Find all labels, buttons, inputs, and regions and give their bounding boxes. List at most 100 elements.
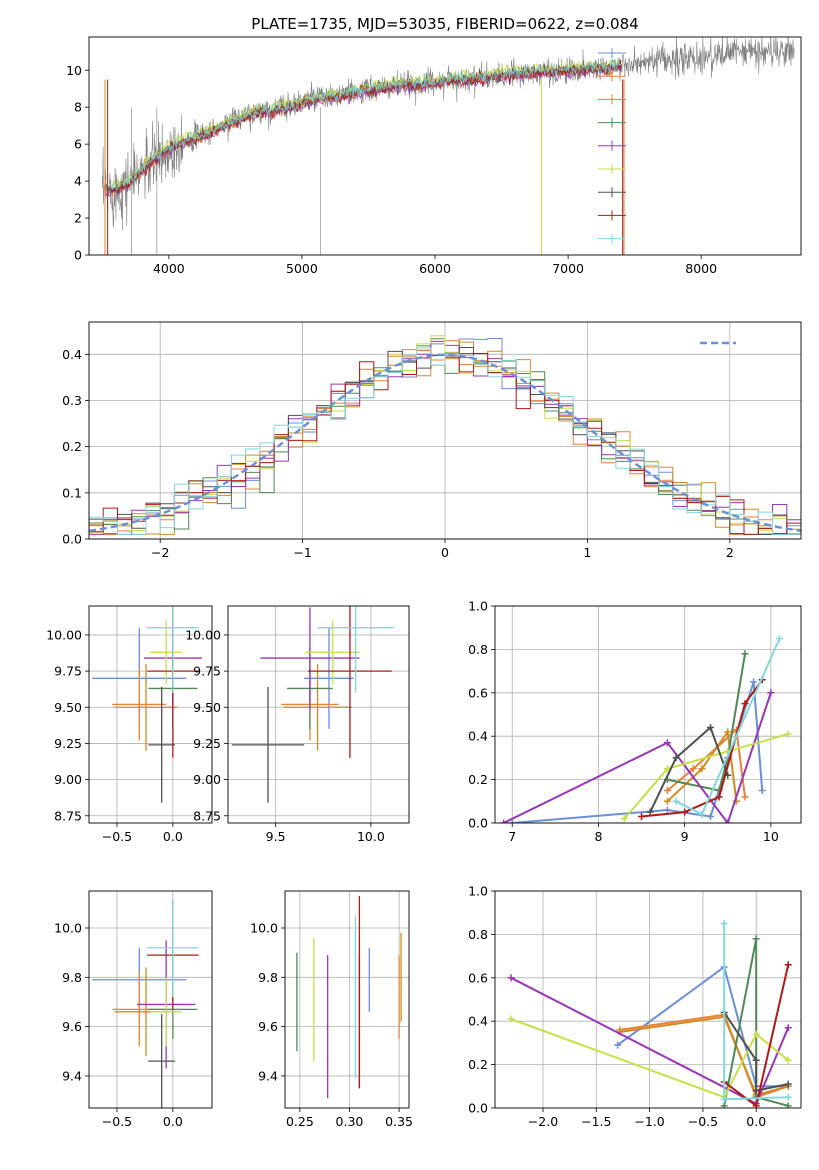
x-tick-label: −2 [151,545,169,560]
mass-weight-point [724,819,732,823]
weight-vs-z-panel: −2.0 −1.5 −1.0 −0.5 0.0 0.0 0.2 0.4 0.6 0.8 1.0 [468,884,802,1129]
x-tick-label: −1 [293,545,311,560]
y-tick-label: 8.75 [193,808,221,823]
model-spectrum-line [104,62,622,195]
x-tick-label: 0.25 [286,1114,314,1129]
mass-weight-series-line [619,1015,789,1097]
mass-weight-point [750,678,758,686]
mass-weight-point [715,793,723,801]
x-tick-label: 0.0 [746,1114,766,1129]
mass-weight-point [784,1102,792,1108]
mass-weight-point [775,635,783,643]
mass-weight-point [758,786,766,794]
plot-area [92,606,202,803]
y-tick-label: 9.4 [258,1068,278,1083]
y-tick-label: 0.4 [62,347,82,362]
residuals-panel: −2 −1 0 1 2 0.0 0.1 0.2 0.3 0.4 [62,321,802,560]
y-tick-label: 9.6 [62,1019,82,1034]
y-tick-label: 10.0 [54,920,82,935]
mass-weight-point [720,1102,728,1108]
ebv-panel: 0.25 0.30 0.35 9.4 9.6 9.8 10.0 [250,890,413,1129]
mass-weight-point [784,1024,792,1032]
y-tick-label: 9.6 [258,1019,278,1034]
age-vs-mass-panel: 9.5 10.0 8.75 9.00 9.25 9.50 9.75 10.00 [185,605,410,844]
mass-weight-series-line [510,1018,789,1099]
y-tick-label: 9.8 [62,970,82,985]
x-tick-label: 5000 [286,261,318,276]
mass-weight-point [507,974,515,982]
plot-area [102,37,795,255]
y-tick-label: 6 [74,137,82,152]
mass-weight-series-line [503,692,772,823]
plot-area [89,335,801,535]
axes-frame [227,605,410,824]
plot-area [507,920,792,1108]
y-tick-label: 9.25 [54,736,82,751]
x-tick-label: −1.0 [634,1114,664,1129]
plot-area [92,898,199,1108]
mass-weight-point [752,1102,760,1108]
y-tick-label: 9.75 [193,664,221,679]
weight-vs-age-panel: 7 8 9 10 0.0 0.2 0.4 0.6 0.8 1.0 [468,599,802,844]
y-tick-label: 2 [74,211,82,226]
x-tick-label: 7 [508,829,516,844]
mass-weight-point [646,808,654,816]
x-tick-label: −1.5 [581,1114,611,1129]
mass-weight-point [672,797,680,805]
y-tick-label: 9.00 [54,772,82,787]
y-tick-label: 1.0 [468,599,488,614]
mass-weight-point [706,724,714,732]
model-spectrum-line [104,64,622,197]
mass-weight-point [507,1015,515,1023]
model-spectrum-line [104,57,622,196]
x-tick-label: 4000 [153,261,185,276]
y-tick-label: 0 [74,248,82,263]
mass-weight-point [784,730,792,738]
y-tick-label: 10.00 [46,627,82,642]
mass-weight-point [724,728,732,736]
x-tick-label: 0.30 [336,1114,364,1129]
y-tick-label: 0.4 [468,1014,488,1029]
mass-weight-series-line [623,733,789,820]
mass-weight-point [752,1030,760,1038]
x-tick-label: 10.0 [357,829,385,844]
y-tick-label: 8 [74,100,82,115]
mass-weight-point [741,650,749,658]
y-tick-label: 10.00 [185,627,221,642]
y-tick-label: 0.2 [62,439,82,454]
y-tick-label: 0.0 [62,532,82,547]
x-tick-label: 0 [441,545,449,560]
x-tick-label: −0.5 [688,1114,718,1129]
mass-weight-point [741,700,749,708]
model-spectrum-line [104,61,622,194]
mass-weight-point [663,797,671,805]
mass-weight-point [698,810,706,818]
mass-weight-point [508,819,516,823]
mass-weight-series-line [649,725,729,813]
y-tick-label: 9.4 [62,1068,82,1083]
mass-weight-point [752,1056,760,1064]
model-spectrum-line [104,62,622,194]
mass-weight-point [689,765,697,773]
y-tick-label: 0.6 [468,970,488,985]
y-tick-label: 10 [66,63,82,78]
x-tick-label: −0.5 [102,1114,132,1129]
mass-weight-point [681,808,689,816]
y-tick-label: 9.00 [193,772,221,787]
mass-weight-point [752,1087,760,1095]
axes-frame [88,321,802,540]
mass-weight-series-line [666,729,738,803]
mass-vs-z-panel: −0.5 0.0 9.4 9.6 9.8 10.0 [54,890,213,1129]
mass-weight-series-line [667,653,746,792]
figure-title: PLATE=1735, MJD=53035, FIBERID=0622, z=0… [251,15,638,33]
mass-weight-point [720,920,728,928]
residual-histogram-series [89,347,801,535]
mass-weight-series-line [723,1011,789,1092]
mass-weight-point [720,1095,728,1103]
mass-weight-series-line [619,1013,789,1099]
y-tick-label: 9.8 [258,970,278,985]
mass-weight-point [614,1041,622,1049]
axes-frame [494,890,802,1109]
mass-weight-point [620,815,628,823]
